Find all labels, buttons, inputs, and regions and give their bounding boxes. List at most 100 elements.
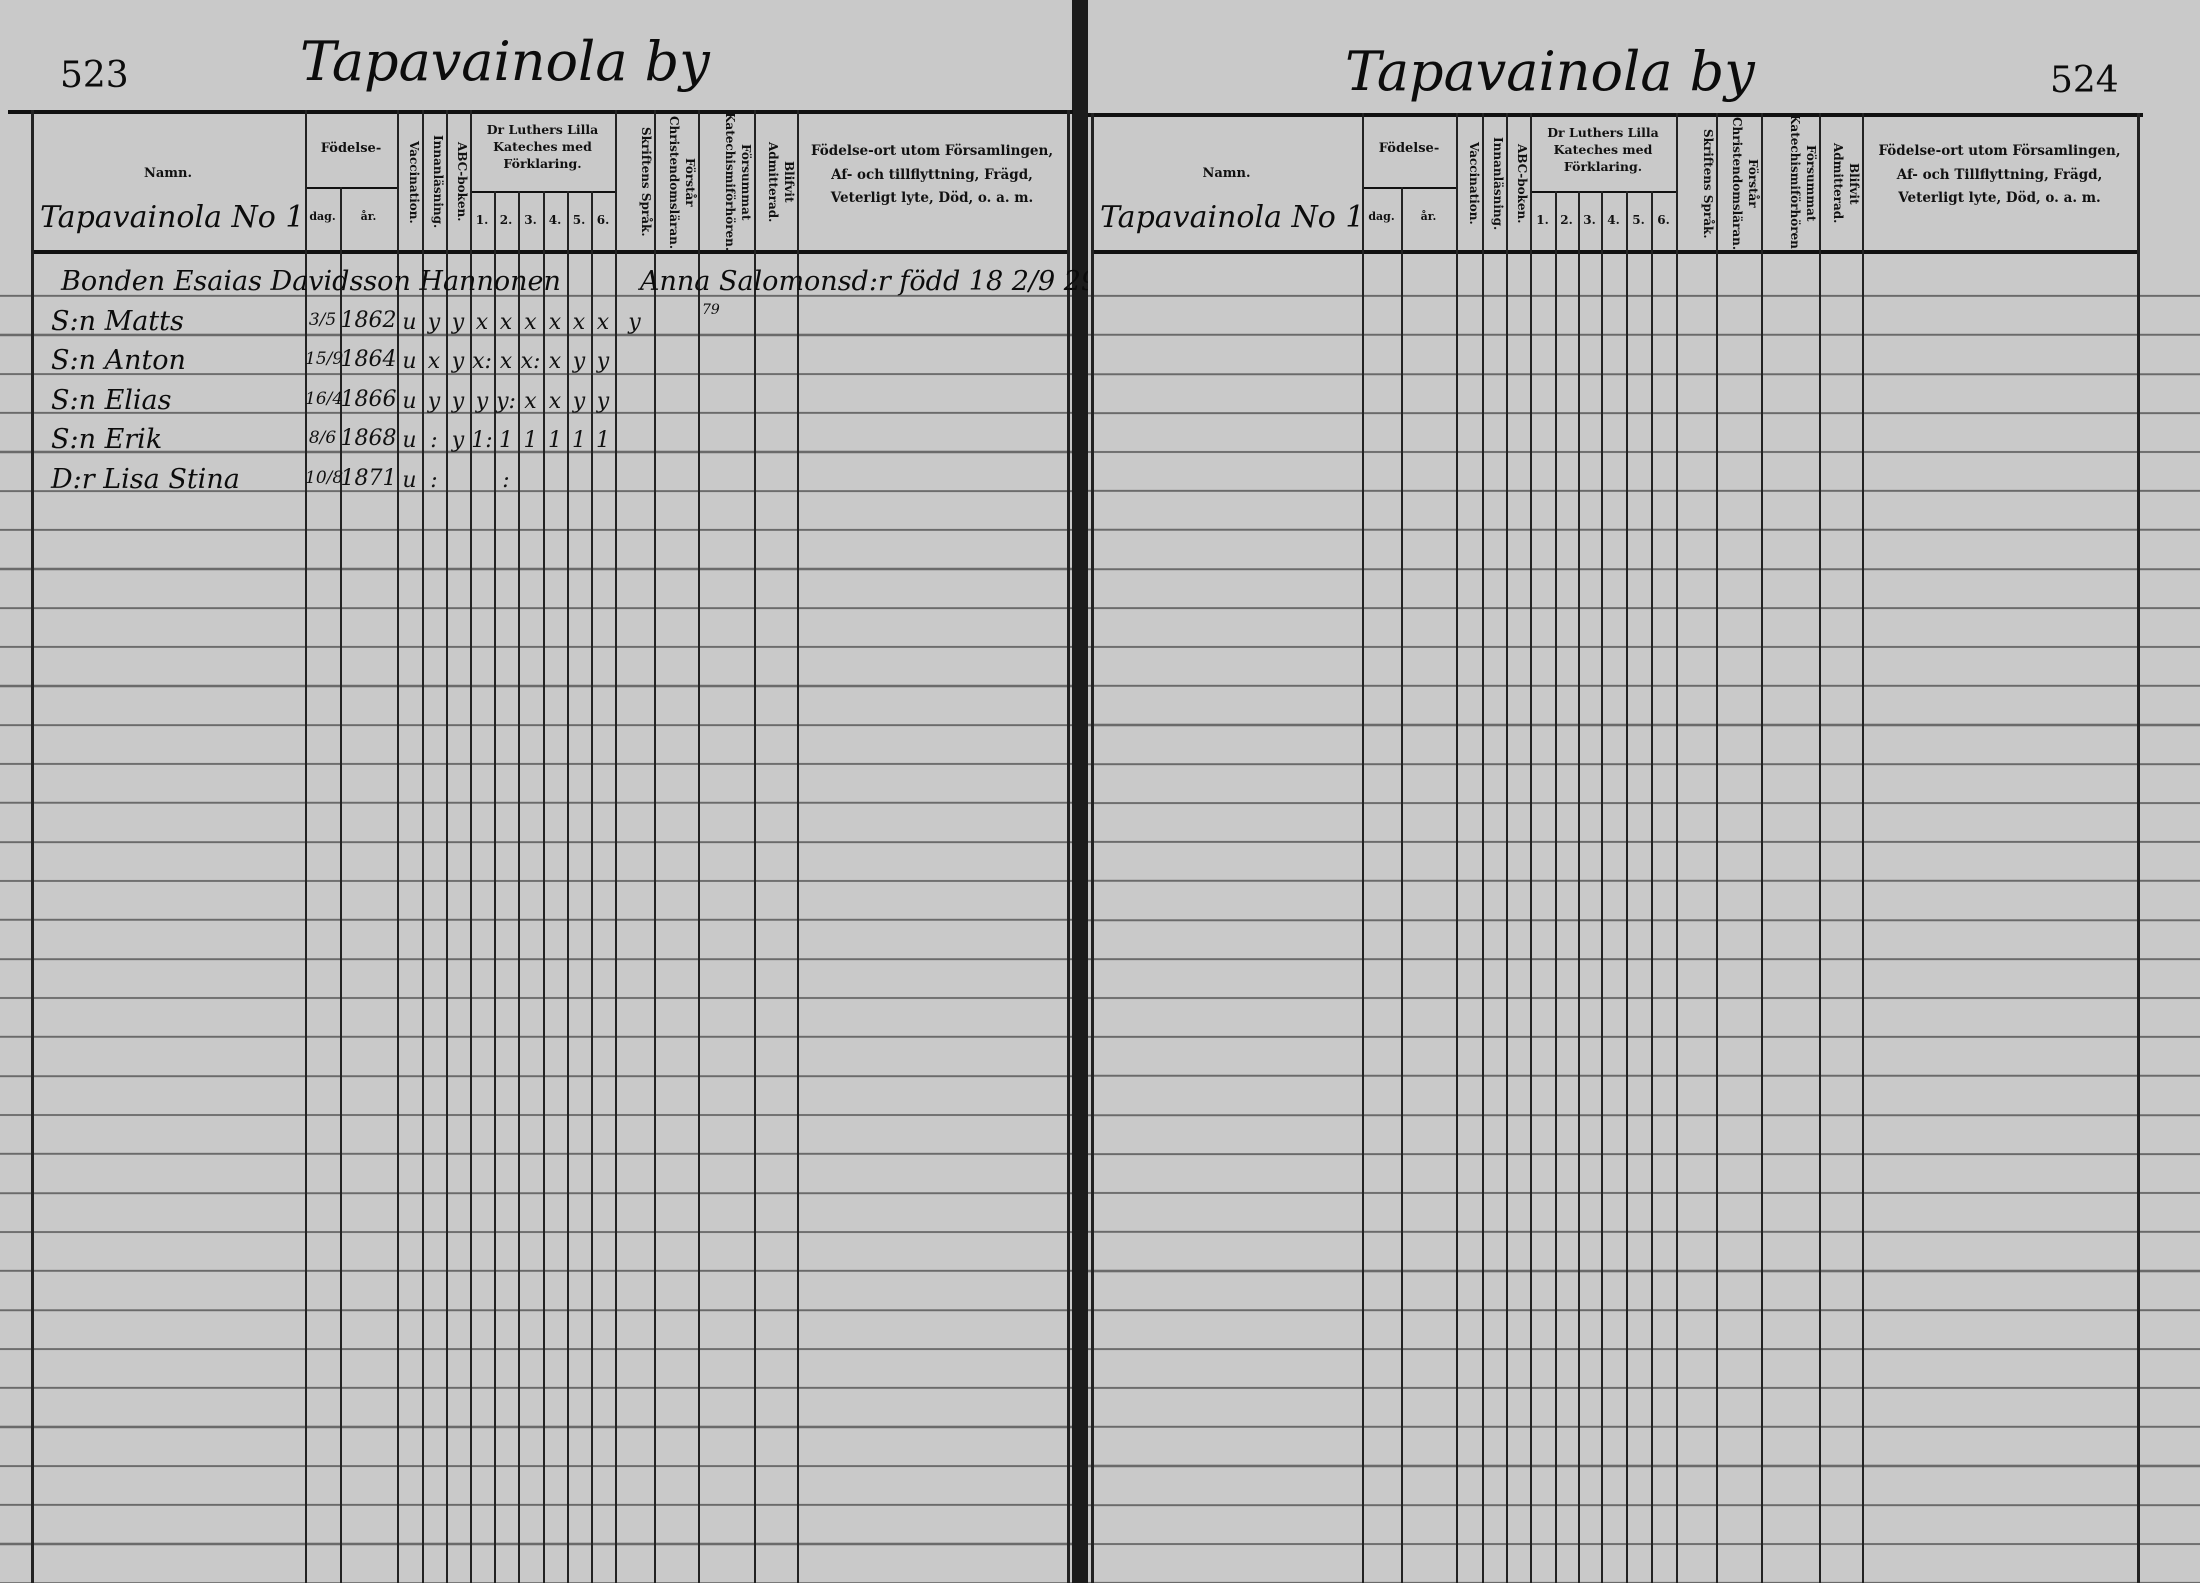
header-year: år. — [360, 210, 377, 223]
column-rule — [470, 110, 472, 1583]
entry-mark: x — [524, 309, 537, 335]
column-rule — [1482, 113, 1484, 1583]
catechism-sub-rule — [470, 191, 615, 193]
header-abc: ABC-boken. — [455, 142, 469, 222]
entry-mark: : — [430, 428, 438, 453]
entry-mark: 1 — [548, 428, 562, 453]
header-year: år. — [1420, 210, 1437, 223]
header-abc: ABC-boken. — [1515, 143, 1529, 224]
header-day: dag. — [309, 210, 336, 223]
entry-mark: x — [499, 309, 513, 335]
column-rule — [1362, 113, 1364, 1583]
header-top-rule — [8, 110, 1073, 114]
column-rule — [340, 187, 342, 1583]
entry-birth-day: 8/6 — [308, 428, 337, 448]
column-rule — [1819, 113, 1821, 1583]
column-rule — [2137, 113, 2140, 1583]
entry-mark: u — [402, 349, 417, 374]
header-birth: Födelse- — [320, 141, 382, 156]
entry-mark: y — [451, 428, 465, 453]
birth-sub-rule — [1362, 187, 1456, 189]
column-rule — [446, 110, 448, 1583]
header-scripture: Skriftens Språk. — [1701, 128, 1715, 239]
entry-birth-day: 16/4 — [305, 388, 344, 409]
column-rule — [1651, 191, 1653, 1583]
header-catechism-part: 2. — [499, 213, 513, 227]
header-catechism-part: 4. — [1607, 213, 1620, 227]
header-missed: Försummat Katechismiförhören. — [1787, 113, 1818, 254]
entry-mark: x: — [472, 349, 492, 374]
entry-mark: y — [427, 388, 441, 414]
left-page: 523 Tapavainola by Tapavainola No 1 Namn. Fö… — [0, 0, 1098, 1583]
entry-birth-day: 3/5 — [308, 309, 337, 330]
entry-mark: y — [427, 309, 441, 335]
entry-mark: y: — [496, 388, 516, 414]
column-rule — [422, 110, 424, 1583]
header-scripture: Skriftens Språk. — [639, 127, 653, 237]
header-vaccination: Vaccination. — [407, 140, 421, 224]
header-vaccination: Vaccination. — [1467, 142, 1481, 225]
column-rule — [1091, 113, 1094, 1583]
column-rule — [1716, 113, 1718, 1583]
entry-birth-year: 1868 — [340, 426, 397, 451]
header-remarks: Födelse-ort utom Församlingen, Af- och t… — [810, 143, 1054, 207]
column-rule — [494, 191, 496, 1583]
column-rule — [1626, 191, 1628, 1583]
birth-sub-rule — [305, 187, 397, 189]
column-rule — [1506, 113, 1508, 1583]
header-birth: Födelse- — [1378, 141, 1440, 156]
header-top-rule — [1088, 113, 2143, 117]
header-catechism-part: 6. — [596, 213, 610, 227]
entry-name: D:r Lisa Stina — [51, 463, 240, 495]
column-rule — [518, 191, 520, 1583]
entry-mark: u — [402, 428, 417, 453]
entry-mark: x: — [520, 349, 541, 374]
header-bottom-rule — [31, 250, 1067, 254]
header-understands: Förstår Christendomsläran. — [1729, 117, 1760, 250]
entry-mark: 1: — [471, 428, 493, 453]
entry-name: S:n Anton — [51, 345, 186, 376]
column-rule — [1578, 191, 1580, 1583]
header-catechism-part: 5. — [1632, 213, 1645, 227]
column-rule — [698, 110, 700, 1583]
entry-mark: x — [596, 309, 610, 335]
column-rule — [1555, 191, 1557, 1583]
entry-name: S:n Matts — [51, 305, 184, 337]
entry-mark: u — [402, 388, 417, 414]
column-rule — [305, 110, 307, 1583]
entry-mark: u — [402, 309, 417, 335]
entry-mark: 1 — [523, 428, 538, 453]
column-rule — [615, 110, 617, 1583]
entry-birth-year: 1871 — [340, 465, 397, 491]
entry-mark: y — [572, 388, 586, 414]
header-admitted: Blifvit Admitterad. — [1830, 143, 1861, 224]
header-name: Namn. — [1202, 166, 1251, 181]
village-title: Tapavainola by — [1345, 40, 1755, 103]
entry-remarks: Anna Salomonsd:r född 18 2/9 29 — [640, 266, 1099, 297]
column-rule — [754, 110, 756, 1583]
header-reading: Innanläsning. — [431, 135, 445, 229]
column-rule — [1601, 191, 1603, 1583]
entry-mark: x — [499, 349, 513, 374]
household-label: Tapavainola No 1 — [40, 200, 305, 235]
entry-mark: y — [451, 309, 465, 335]
column-rule — [543, 191, 545, 1583]
entry-birth-year: 1866 — [340, 386, 397, 412]
entry-mark: y — [451, 388, 465, 414]
header-catechism-part: 3. — [1583, 213, 1596, 227]
entry-mark: 1 — [596, 428, 610, 453]
column-rule — [1530, 113, 1532, 1583]
village-title: Tapavainola by — [300, 30, 710, 93]
entry-mark: x — [524, 388, 537, 414]
header-catechism: Dr Luthers Lilla Kateches med Förklaring… — [1547, 125, 1659, 174]
column-rule — [1401, 187, 1403, 1583]
header-catechism-part: 6. — [1657, 213, 1670, 227]
household-label: Tapavainola No 1 — [1100, 200, 1365, 235]
column-rule — [1456, 113, 1458, 1583]
entry-name: Bonden Esaias Davidsson Hannonen — [61, 266, 561, 297]
entry-mark: x — [548, 309, 562, 335]
header-catechism-part: 5. — [572, 213, 586, 227]
entry-mark: x — [475, 309, 489, 335]
header-missed: Försummat Katechismiförhören. — [722, 112, 753, 252]
column-rule — [31, 110, 34, 1583]
